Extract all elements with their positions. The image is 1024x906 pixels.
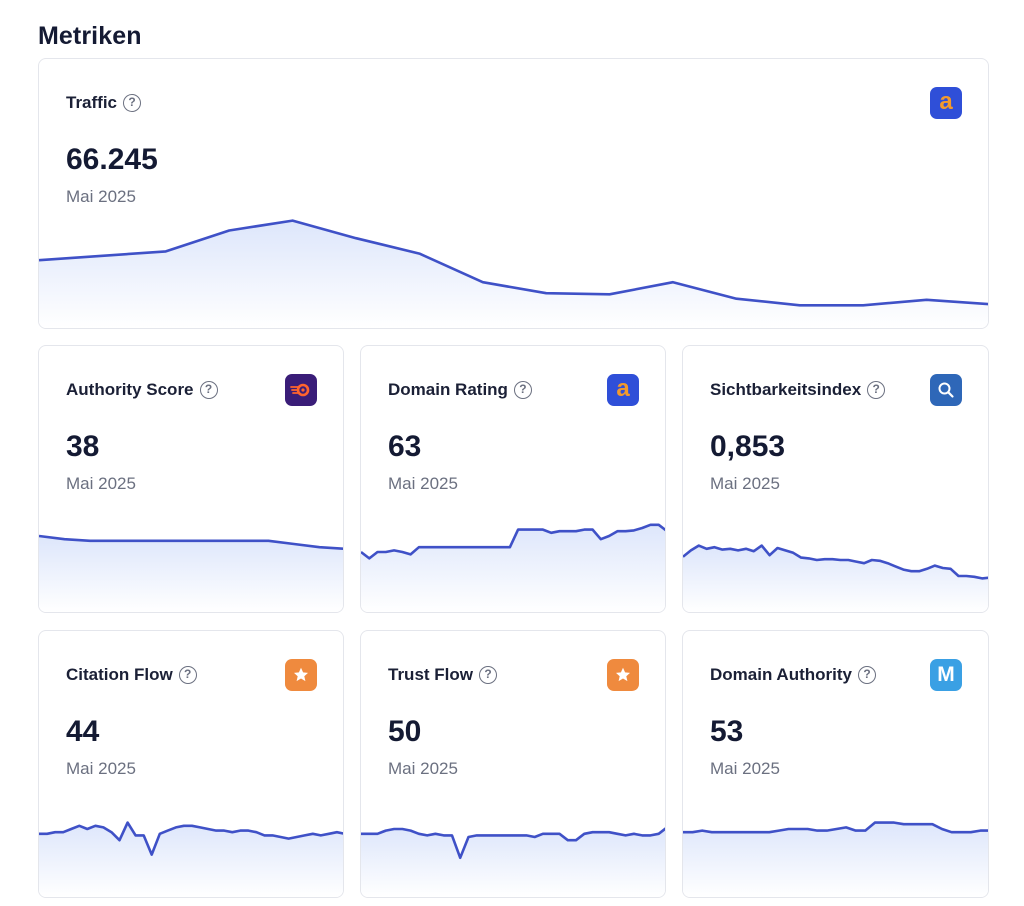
star-icon bbox=[616, 667, 630, 682]
sparkline-chart bbox=[39, 534, 343, 612]
metric-value: 50 bbox=[388, 715, 422, 748]
metric-value: 66.245 bbox=[66, 143, 158, 176]
sparkline-line bbox=[361, 523, 665, 560]
moz-letter: M bbox=[937, 663, 955, 686]
metric-value: 63 bbox=[388, 430, 422, 463]
metric-card-domain-authority[interactable]: Domain Authority ? M 53 Mai 2025 bbox=[682, 630, 989, 898]
metric-title: Sichtbarkeitsindex bbox=[710, 380, 862, 399]
star-icon bbox=[294, 667, 308, 682]
sparkline-chart bbox=[683, 544, 988, 612]
semrush-flame-icon bbox=[290, 383, 310, 397]
metric-date: Mai 2025 bbox=[66, 474, 136, 493]
sparkline-area bbox=[683, 822, 988, 897]
search-icon bbox=[938, 382, 954, 398]
sparkline-line bbox=[39, 219, 988, 307]
metric-title: Citation Flow bbox=[66, 665, 173, 684]
metric-title: Domain Rating bbox=[388, 380, 508, 399]
help-icon[interactable]: ? bbox=[479, 666, 497, 684]
metric-value: 44 bbox=[66, 715, 100, 748]
metric-card-authority-score[interactable]: Authority Score ? 38 Mai 2025 bbox=[38, 345, 344, 613]
help-icon[interactable]: ? bbox=[867, 381, 886, 399]
sparkline-chart bbox=[39, 219, 988, 328]
metric-title: Authority Score bbox=[66, 380, 194, 399]
metric-card-traffic[interactable]: Traffic ? a 66.245 Mai 2025 bbox=[38, 58, 989, 329]
help-icon[interactable]: ? bbox=[513, 381, 532, 399]
sparkline-line bbox=[39, 534, 343, 550]
metric-title: Trust Flow bbox=[388, 665, 473, 684]
metric-date: Mai 2025 bbox=[66, 187, 136, 206]
ahrefs-letter: a bbox=[939, 87, 953, 115]
metric-card-sichtbarkeitsindex[interactable]: Sichtbarkeitsindex ? 0,853 Mai 2025 bbox=[682, 345, 989, 613]
ahrefs-letter: a bbox=[616, 374, 630, 402]
moz-icon: M bbox=[930, 659, 962, 691]
metric-value: 38 bbox=[66, 430, 100, 463]
sparkline-area bbox=[39, 536, 343, 612]
sparkline-chart bbox=[39, 821, 343, 897]
metric-date: Mai 2025 bbox=[388, 474, 458, 493]
sparkline-chart bbox=[361, 523, 665, 612]
sparkline-chart bbox=[361, 827, 665, 897]
metric-card-domain-rating[interactable]: Domain Rating ? a 63 Mai 2025 bbox=[360, 345, 666, 613]
ahrefs-icon: a bbox=[930, 87, 962, 119]
sparkline-area bbox=[39, 220, 988, 328]
sparkline-chart bbox=[683, 821, 988, 897]
metric-date: Mai 2025 bbox=[66, 759, 136, 778]
sparkline-area bbox=[361, 524, 665, 612]
sparkline-line bbox=[39, 821, 343, 856]
metric-value: 53 bbox=[710, 715, 744, 748]
semrush-icon bbox=[285, 374, 317, 406]
metric-value: 0,853 bbox=[710, 430, 786, 463]
help-icon[interactable]: ? bbox=[178, 666, 197, 684]
sparkline-area bbox=[39, 822, 343, 897]
help-icon[interactable]: ? bbox=[123, 94, 142, 112]
sparkline-line bbox=[683, 821, 988, 834]
metric-title: Domain Authority bbox=[710, 665, 852, 684]
sparkline-area bbox=[683, 545, 988, 612]
metric-card-citation-flow[interactable]: Citation Flow ? 44 Mai 2025 bbox=[38, 630, 344, 898]
sparkline-line bbox=[683, 544, 988, 580]
metric-date: Mai 2025 bbox=[710, 759, 780, 778]
sistrix-search-icon bbox=[930, 374, 962, 406]
majestic-icon bbox=[285, 659, 317, 691]
help-icon[interactable]: ? bbox=[199, 381, 218, 399]
metric-card-trust-flow[interactable]: Trust Flow ? 50 Mai 2025 bbox=[360, 630, 666, 898]
page-title: Metriken bbox=[38, 22, 142, 50]
sparkline-line bbox=[361, 827, 665, 860]
sparkline-area bbox=[361, 828, 665, 897]
metric-date: Mai 2025 bbox=[388, 759, 458, 778]
help-icon[interactable]: ? bbox=[857, 666, 876, 684]
metric-date: Mai 2025 bbox=[710, 474, 780, 493]
ahrefs-icon: a bbox=[607, 374, 639, 406]
metric-title: Traffic bbox=[66, 93, 118, 112]
majestic-icon bbox=[607, 659, 639, 691]
